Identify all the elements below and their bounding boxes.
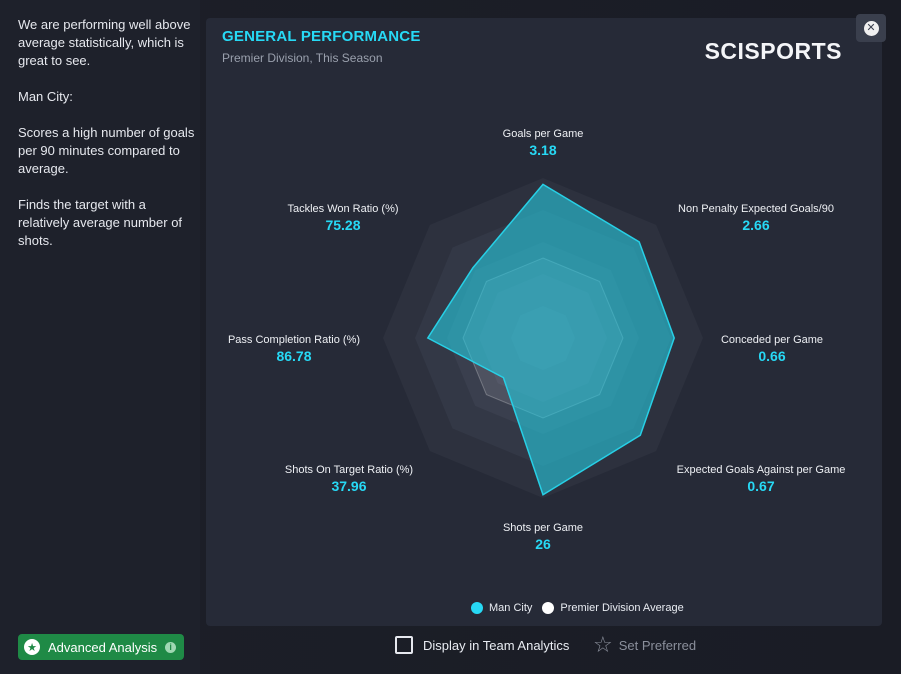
star-outline-icon: ☆ (593, 632, 613, 657)
series-man-city (426, 183, 675, 496)
legend-dot-man-city (471, 602, 483, 614)
checkbox-icon[interactable] (395, 636, 413, 654)
radar-series (426, 183, 675, 496)
axis-label-6: Pass Completion Ratio (%) 86.78 (228, 334, 360, 364)
insight-team: Man City: (18, 89, 73, 104)
legend-item-average: Premier Division Average (542, 602, 684, 614)
axis-value: 26 (535, 536, 551, 552)
close-button[interactable]: ✕ (856, 14, 886, 42)
axis-name: Shots On Target Ratio (%) (284, 464, 414, 476)
axis-label-5: Shots On Target Ratio (%) 37.96 (285, 464, 413, 494)
legend-label-man-city: Man City (489, 602, 533, 614)
display-team-analytics-label: Display in Team Analytics (423, 637, 570, 653)
axis-label-2: Conceded per Game 0.66 (721, 334, 823, 364)
axis-label-7: Tackles Won Ratio (%) 75.28 (287, 203, 398, 233)
chart-legend: Man City Premier Division Average (471, 602, 694, 614)
panel-subtitle: Premier Division, This Season (222, 51, 383, 65)
axis-value: 0.67 (747, 478, 775, 494)
panel-title: GENERAL PERFORMANCE (222, 28, 421, 45)
close-icon: ✕ (863, 20, 879, 36)
display-team-analytics-toggle[interactable]: Display in Team Analytics (395, 634, 569, 656)
legend-dot-average (542, 602, 555, 614)
insight-summary: We are performing well above average sta… (18, 17, 191, 68)
legend-item-man-city: Man City (471, 602, 532, 614)
axis-value: 37.96 (331, 478, 367, 494)
star-badge-icon: ★ (24, 639, 40, 655)
advanced-analysis-button[interactable]: ★ Advanced Analysis i (18, 634, 184, 660)
axis-value: 75.28 (325, 217, 361, 233)
axis-name: Goals per Game (502, 128, 584, 140)
axis-value: 86.78 (276, 348, 312, 364)
insights-sidebar: We are performing well above average sta… (0, 0, 200, 674)
info-icon[interactable]: i (165, 641, 177, 653)
scisports-logo: SCISPORTS (704, 38, 842, 64)
axis-name: Shots per Game (502, 522, 584, 534)
insight-shots: Finds the target with a relatively avera… (18, 197, 183, 248)
axis-name: Tackles Won Ratio (%) (287, 203, 399, 215)
axis-name: Non Penalty Expected Goals/90 (678, 203, 834, 215)
axis-label-0: Goals per Game 3.18 (503, 128, 584, 158)
axis-label-1: Non Penalty Expected Goals/90 2.66 (678, 203, 834, 233)
set-preferred-button[interactable]: ☆ Set Preferred (593, 634, 696, 656)
axis-label-3: Expected Goals Against per Game 0.67 (677, 464, 846, 494)
advanced-analysis-label: Advanced Analysis (48, 639, 158, 655)
radar-chart (383, 178, 703, 498)
axis-name: Expected Goals Against per Game (676, 464, 846, 476)
set-preferred-label: Set Preferred (618, 637, 697, 653)
axis-value: 2.66 (742, 217, 770, 233)
insight-goals: Scores a high number of goals per 90 min… (18, 125, 195, 176)
insights-text: We are performing well above average sta… (18, 16, 198, 268)
axis-value: 3.18 (529, 142, 557, 158)
axis-value: 0.66 (758, 348, 786, 364)
axis-name: Pass Completion Ratio (%) (227, 334, 361, 346)
legend-label-average: Premier Division Average (560, 602, 684, 614)
axis-name: Conceded per Game (720, 334, 824, 346)
axis-label-4: Shots per Game 26 (503, 522, 583, 552)
